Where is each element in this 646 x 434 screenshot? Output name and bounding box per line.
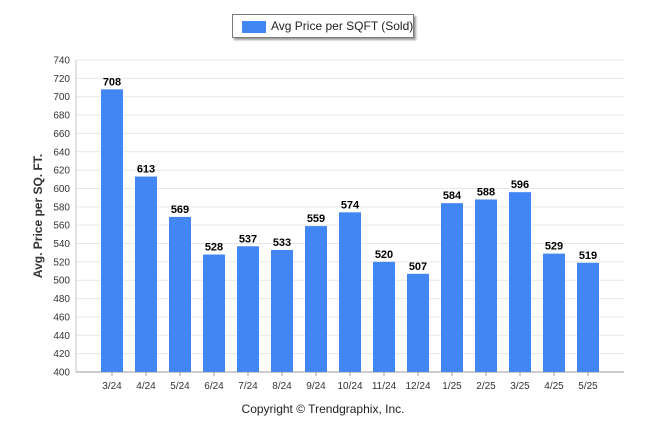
x-tick-label: 10/24 — [337, 381, 362, 392]
data-label: 529 — [545, 241, 563, 253]
x-tick-label: 11/24 — [372, 381, 397, 392]
data-label: 520 — [375, 249, 393, 261]
data-label: 584 — [443, 190, 462, 202]
x-tick-label: 7/24 — [238, 381, 258, 392]
y-tick-label: 640 — [53, 147, 70, 158]
x-tick-label: 8/24 — [272, 381, 292, 392]
x-tick-label: 9/24 — [306, 381, 326, 392]
data-label: 588 — [477, 186, 495, 198]
legend-swatch — [242, 21, 266, 33]
legend: Avg Price per SQFT (Sold) — [232, 14, 414, 38]
bar — [101, 89, 123, 372]
bar — [407, 273, 429, 372]
x-tick-label: 5/25 — [578, 381, 598, 392]
bar — [203, 254, 225, 372]
bar — [237, 246, 259, 372]
y-tick-label: 480 — [53, 294, 70, 305]
y-tick-label: 720 — [53, 74, 70, 85]
copyright-text: Copyright © Trendgraphix, Inc. — [241, 402, 405, 416]
bar — [509, 192, 531, 372]
bar — [271, 249, 293, 372]
x-tick-label: 6/24 — [204, 381, 224, 392]
x-tick-label: 4/24 — [136, 381, 156, 392]
y-tick-label: 440 — [53, 331, 70, 342]
y-tick-label: 660 — [53, 129, 70, 140]
y-tick-label: 540 — [53, 239, 70, 250]
data-label: 559 — [307, 213, 325, 225]
bar — [135, 176, 157, 372]
data-label: 708 — [103, 76, 121, 88]
x-tick-label: 2/25 — [476, 381, 496, 392]
data-label: 507 — [409, 261, 427, 273]
x-tick-label: 1/25 — [442, 381, 462, 392]
data-label: 528 — [205, 242, 223, 254]
bar — [305, 226, 327, 372]
data-label: 537 — [239, 233, 257, 245]
data-label: 519 — [579, 250, 597, 262]
bar — [577, 262, 599, 372]
legend-label: Avg Price per SQFT (Sold) — [271, 19, 414, 33]
y-tick-label: 420 — [53, 349, 70, 360]
bar — [475, 199, 497, 372]
x-tick-label: 3/24 — [102, 381, 122, 392]
data-label: 574 — [341, 199, 360, 211]
x-tick-label: 12/24 — [405, 381, 430, 392]
data-label: 596 — [511, 179, 529, 191]
x-tick-label: 4/25 — [544, 381, 564, 392]
x-tick-label: 5/24 — [170, 381, 190, 392]
data-label: 533 — [273, 237, 291, 249]
y-tick-label: 620 — [53, 166, 70, 177]
data-label: 613 — [137, 164, 155, 176]
y-tick-label: 580 — [53, 202, 70, 213]
bar — [169, 216, 191, 372]
y-tick-label: 600 — [53, 184, 70, 195]
data-label: 569 — [171, 204, 189, 216]
x-tick-label: 3/25 — [510, 381, 530, 392]
bar — [441, 203, 463, 372]
bar — [543, 253, 565, 372]
y-tick-label: 500 — [53, 276, 70, 287]
y-tick-label: 680 — [53, 111, 70, 122]
y-tick-label: 740 — [53, 56, 70, 67]
bar — [373, 261, 395, 372]
bar — [339, 212, 361, 372]
y-tick-label: 460 — [53, 312, 70, 323]
y-tick-label: 700 — [53, 92, 70, 103]
y-tick-label: 560 — [53, 221, 70, 232]
y-tick-label: 400 — [53, 368, 70, 379]
y-axis-title: Avg. Price per SQ. FT. — [31, 154, 45, 278]
y-tick-label: 520 — [53, 257, 70, 268]
